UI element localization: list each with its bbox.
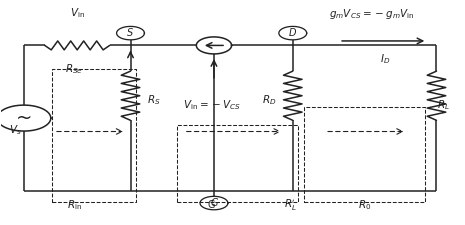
Text: $R_{\mathrm{in}}$: $R_{\mathrm{in}}$ (67, 198, 82, 212)
Text: G: G (208, 200, 215, 210)
Text: $V_{\mathrm{in}}=-V_{CS}$: $V_{\mathrm{in}}=-V_{CS}$ (183, 98, 241, 112)
Text: $R_L^{\prime}$: $R_L^{\prime}$ (284, 198, 297, 213)
Text: $R_0$: $R_0$ (358, 198, 371, 212)
Text: S: S (127, 28, 133, 38)
Text: $R_L$: $R_L$ (437, 98, 450, 112)
Text: ~: ~ (16, 109, 32, 128)
Text: D: D (289, 28, 297, 38)
Text: $R_S$: $R_S$ (147, 93, 160, 107)
Text: $R_{Se}$: $R_{Se}$ (65, 62, 82, 76)
Text: $g_m V_{CS} = -g_m V_{\mathrm{in}}$: $g_m V_{CS} = -g_m V_{\mathrm{in}}$ (329, 7, 414, 21)
Text: $R_D$: $R_D$ (262, 93, 277, 107)
Text: $V_{\mathrm{in}}$: $V_{\mathrm{in}}$ (70, 6, 85, 20)
Text: $V_s$: $V_s$ (9, 124, 21, 137)
Text: $I_D$: $I_D$ (380, 52, 391, 66)
Text: G: G (210, 198, 218, 208)
